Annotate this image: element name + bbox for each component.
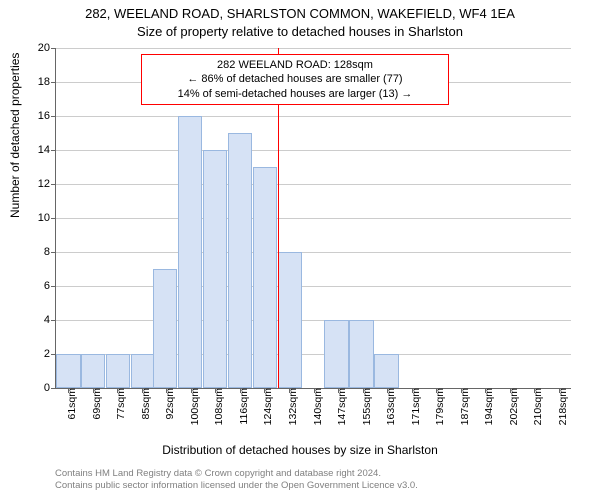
y-tick-mark [51, 252, 56, 253]
histogram-bar [253, 167, 278, 388]
x-tick-label: 140sqm [304, 388, 324, 425]
annotation-line: 14% of semi-detached houses are larger (… [150, 87, 440, 101]
histogram-bar [56, 354, 81, 388]
chart-title-main: 282, WEELAND ROAD, SHARLSTON COMMON, WAK… [0, 6, 600, 21]
x-tick-label: 179sqm [426, 388, 446, 425]
x-tick-label: 124sqm [254, 388, 274, 425]
y-tick-label: 4 [26, 314, 50, 326]
y-tick-mark [51, 184, 56, 185]
y-tick-label: 16 [26, 110, 50, 122]
chart-container: 282, WEELAND ROAD, SHARLSTON COMMON, WAK… [0, 0, 600, 500]
histogram-bar [81, 354, 106, 388]
x-tick-label: 69sqm [83, 388, 103, 420]
x-tick-label: 108sqm [205, 388, 225, 425]
histogram-bar [178, 116, 203, 388]
annotation-line: 282 WEELAND ROAD: 128sqm [150, 58, 440, 72]
y-tick-label: 6 [26, 280, 50, 292]
annotation-box: 282 WEELAND ROAD: 128sqm ← 86% of detach… [141, 54, 449, 105]
histogram-bar [106, 354, 131, 388]
y-tick-mark [51, 82, 56, 83]
y-tick-mark [51, 150, 56, 151]
attribution-line: Contains HM Land Registry data © Crown c… [55, 468, 418, 480]
y-tick-label: 18 [26, 76, 50, 88]
x-tick-label: 132sqm [279, 388, 299, 425]
gridline-h [56, 116, 571, 117]
plot-area: 0246810121416182061sqm69sqm77sqm85sqm92s… [55, 48, 571, 389]
y-tick-mark [51, 320, 56, 321]
y-tick-mark [51, 218, 56, 219]
gridline-h [56, 252, 571, 253]
histogram-bar [278, 252, 303, 388]
histogram-bar [324, 320, 349, 388]
annotation-line: ← 86% of detached houses are smaller (77… [150, 72, 440, 86]
y-tick-mark [51, 286, 56, 287]
y-tick-label: 10 [26, 212, 50, 224]
attribution-line: Contains public sector information licen… [55, 480, 418, 492]
attribution-text: Contains HM Land Registry data © Crown c… [55, 468, 418, 492]
histogram-bar [374, 354, 399, 388]
y-tick-label: 20 [26, 42, 50, 54]
gridline-h [56, 218, 571, 219]
y-axis-label: Number of detached properties [8, 53, 22, 218]
histogram-bar [153, 269, 178, 388]
gridline-h [56, 184, 571, 185]
y-tick-mark [51, 48, 56, 49]
x-tick-label: 77sqm [107, 388, 127, 420]
y-tick-label: 2 [26, 348, 50, 360]
histogram-bar [349, 320, 374, 388]
y-tick-label: 14 [26, 144, 50, 156]
x-tick-label: 147sqm [328, 388, 348, 425]
x-tick-label: 100sqm [181, 388, 201, 425]
x-tick-label: 187sqm [451, 388, 471, 425]
histogram-bar [131, 354, 156, 388]
y-tick-mark [51, 388, 56, 389]
histogram-bar [228, 133, 253, 388]
x-tick-label: 92sqm [156, 388, 176, 420]
x-tick-label: 155sqm [353, 388, 373, 425]
y-tick-label: 12 [26, 178, 50, 190]
x-tick-label: 194sqm [475, 388, 495, 425]
x-tick-label: 171sqm [402, 388, 422, 425]
y-tick-label: 0 [26, 382, 50, 394]
gridline-h [56, 150, 571, 151]
chart-title-sub: Size of property relative to detached ho… [0, 24, 600, 39]
gridline-h [56, 320, 571, 321]
y-tick-mark [51, 116, 56, 117]
gridline-h [56, 48, 571, 49]
x-axis-label: Distribution of detached houses by size … [0, 443, 600, 457]
x-tick-label: 218sqm [549, 388, 569, 425]
x-tick-label: 116sqm [230, 388, 250, 425]
x-tick-label: 210sqm [524, 388, 544, 425]
histogram-bar [203, 150, 228, 388]
x-tick-label: 202sqm [500, 388, 520, 425]
y-tick-label: 8 [26, 246, 50, 258]
x-tick-label: 163sqm [377, 388, 397, 425]
gridline-h [56, 286, 571, 287]
x-tick-label: 61sqm [58, 388, 78, 420]
x-tick-label: 85sqm [132, 388, 152, 420]
